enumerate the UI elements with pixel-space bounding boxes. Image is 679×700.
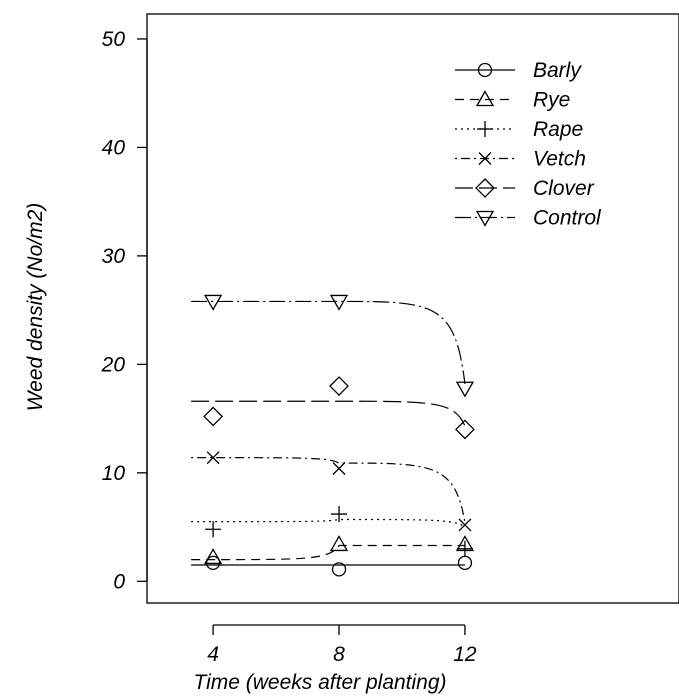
data-points xyxy=(203,294,475,577)
legend-label: Barly xyxy=(533,59,582,82)
fit-line-vetch xyxy=(191,457,466,523)
legend-marker xyxy=(475,90,495,107)
point-control-12 xyxy=(455,381,475,398)
fit-lines xyxy=(191,300,466,566)
point-rape-8 xyxy=(331,506,348,523)
legend-marker xyxy=(477,62,493,78)
point-clover-8 xyxy=(329,376,349,396)
point-barly-12 xyxy=(457,555,473,571)
legend: Barly Rye Rape Vetch Clover Control xyxy=(455,59,602,230)
point-control-4 xyxy=(203,294,223,311)
legend-marker xyxy=(475,178,495,198)
point-rape-4 xyxy=(205,521,222,538)
x-tick-label-12: 12 xyxy=(453,643,477,666)
point-rape-12 xyxy=(456,540,473,557)
fit-line-rye xyxy=(191,544,465,561)
legend-label: Rye xyxy=(533,89,570,112)
fit-line-rape xyxy=(191,518,466,528)
legend-item-rye: Rye xyxy=(455,89,570,112)
point-vetch-8 xyxy=(332,462,346,475)
x-axis: 4 8 12 xyxy=(207,624,477,666)
legend-item-barly: Barly xyxy=(455,59,582,82)
y-axis: 0 10 20 30 40 50 xyxy=(101,28,148,593)
point-vetch-4 xyxy=(206,451,220,465)
x-axis-title: Time (weeks after planting) xyxy=(193,671,446,694)
legend-label: Clover xyxy=(533,177,595,200)
y-tick-label-20: 20 xyxy=(101,353,126,376)
point-vetch-12 xyxy=(458,518,472,532)
legend-item-control: Control xyxy=(455,207,602,230)
point-control-8 xyxy=(329,294,349,311)
point-barly-8 xyxy=(331,562,347,577)
legend-label: Vetch xyxy=(533,148,586,171)
y-tick-label-50: 50 xyxy=(102,28,126,51)
legend-item-clover: Clover xyxy=(455,177,595,200)
legend-marker xyxy=(478,152,492,165)
point-rye-8 xyxy=(329,535,349,552)
legend-marker xyxy=(475,210,495,227)
fit-line-control xyxy=(191,300,466,384)
legend-item-vetch: Vetch xyxy=(455,148,586,171)
point-clover-4 xyxy=(203,406,224,427)
point-clover-12 xyxy=(455,419,475,440)
y-axis-title: Weed density (No/m2) xyxy=(24,203,47,412)
y-tick-label-0: 0 xyxy=(113,570,125,593)
y-tick-label-10: 10 xyxy=(102,462,126,485)
y-tick-label-40: 40 xyxy=(102,136,126,159)
point-rye-4 xyxy=(203,548,223,565)
legend-label: Rape xyxy=(533,118,583,141)
x-tick-label-4: 4 xyxy=(207,643,219,666)
x-tick-label-8: 8 xyxy=(333,643,345,666)
legend-item-rape: Rape xyxy=(455,118,583,141)
y-tick-label-30: 30 xyxy=(102,245,126,268)
plot-frame xyxy=(146,13,679,604)
legend-marker xyxy=(477,121,493,137)
fit-line-clover xyxy=(191,400,466,427)
legend-label: Control xyxy=(533,207,602,230)
